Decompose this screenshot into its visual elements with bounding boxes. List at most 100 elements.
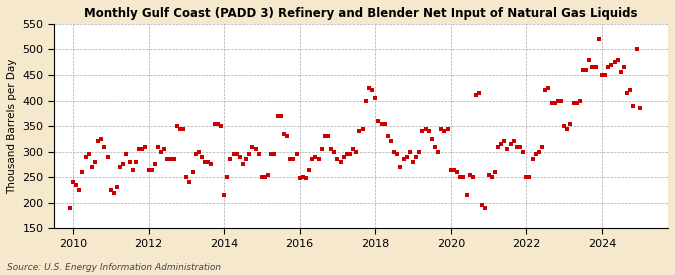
Point	[383, 134, 394, 139]
Point	[559, 124, 570, 128]
Point	[565, 121, 576, 126]
Point	[493, 144, 504, 149]
Point	[300, 176, 311, 180]
Point	[105, 188, 116, 192]
Point	[502, 147, 513, 151]
Point	[285, 157, 296, 162]
Point	[92, 139, 103, 144]
Point	[90, 160, 101, 164]
Point	[153, 144, 163, 149]
Point	[505, 142, 516, 146]
Point	[263, 172, 273, 177]
Point	[616, 70, 626, 75]
Point	[461, 193, 472, 197]
Point	[514, 144, 525, 149]
Point	[294, 176, 305, 180]
Point	[533, 150, 544, 154]
Point	[342, 152, 352, 156]
Point	[351, 150, 362, 154]
Point	[162, 157, 173, 162]
Point	[521, 175, 532, 180]
Point	[232, 152, 242, 156]
Point	[628, 103, 639, 108]
Point	[587, 65, 598, 70]
Point	[524, 175, 535, 180]
Point	[304, 167, 315, 172]
Point	[275, 114, 286, 118]
Point	[159, 147, 169, 151]
Point	[458, 175, 468, 180]
Point	[385, 139, 396, 144]
Point	[222, 175, 233, 180]
Point	[206, 162, 217, 167]
Point	[175, 126, 186, 131]
Point	[376, 121, 387, 126]
Point	[439, 129, 450, 133]
Point	[102, 155, 113, 159]
Point	[200, 160, 211, 164]
Point	[234, 155, 245, 159]
Point	[281, 134, 292, 139]
Point	[335, 160, 346, 164]
Point	[562, 126, 572, 131]
Point	[130, 160, 141, 164]
Point	[260, 175, 271, 180]
Point	[597, 73, 608, 77]
Point	[111, 185, 122, 190]
Point	[543, 86, 554, 90]
Point	[165, 157, 176, 162]
Point	[121, 152, 132, 156]
Point	[546, 101, 557, 105]
Point	[392, 152, 403, 156]
Point	[402, 155, 412, 159]
Point	[398, 157, 409, 162]
Point	[499, 139, 510, 144]
Point	[307, 157, 318, 162]
Point	[414, 150, 425, 154]
Point	[256, 175, 267, 180]
Point	[590, 65, 601, 70]
Point	[68, 180, 78, 185]
Point	[464, 172, 475, 177]
Point	[190, 152, 201, 156]
Point	[288, 157, 299, 162]
Point	[345, 152, 356, 156]
Point	[634, 106, 645, 111]
Point	[272, 114, 283, 118]
Point	[618, 65, 629, 70]
Point	[168, 157, 179, 162]
Point	[313, 157, 324, 162]
Point	[427, 137, 437, 141]
Point	[531, 152, 541, 156]
Point	[379, 121, 390, 126]
Point	[606, 63, 617, 67]
Point	[537, 144, 547, 149]
Point	[184, 180, 195, 185]
Point	[279, 132, 290, 136]
Point	[549, 101, 560, 105]
Point	[486, 175, 497, 180]
Point	[574, 98, 585, 103]
Point	[329, 150, 340, 154]
Point	[291, 152, 302, 156]
Point	[77, 170, 88, 174]
Point	[370, 96, 381, 100]
Text: Source: U.S. Energy Information Administration: Source: U.S. Energy Information Administ…	[7, 263, 221, 272]
Point	[171, 124, 182, 128]
Point	[411, 155, 422, 159]
Point	[367, 88, 377, 93]
Point	[228, 152, 239, 156]
Point	[238, 162, 248, 167]
Point	[417, 129, 428, 133]
Point	[348, 147, 358, 151]
Point	[115, 165, 126, 169]
Title: Monthly Gulf Coast (PADD 3) Refinery and Blender Net Input of Natural Gas Liquid: Monthly Gulf Coast (PADD 3) Refinery and…	[84, 7, 638, 20]
Point	[96, 137, 107, 141]
Point	[71, 183, 82, 187]
Point	[467, 175, 478, 180]
Point	[250, 147, 261, 151]
Point	[203, 160, 214, 164]
Point	[338, 155, 349, 159]
Point	[109, 190, 119, 195]
Point	[631, 47, 642, 52]
